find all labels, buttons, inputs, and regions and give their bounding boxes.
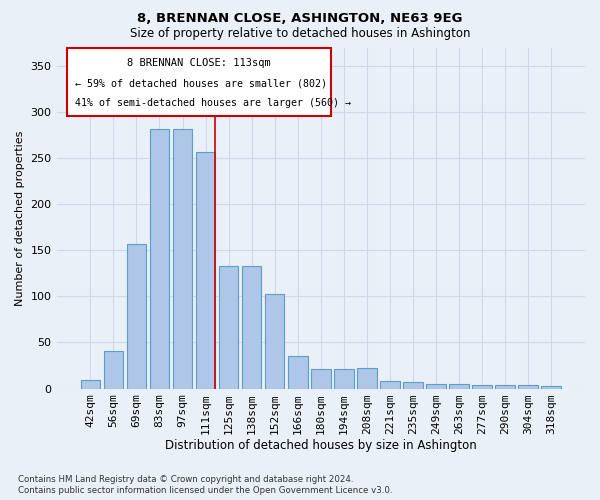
Bar <box>149 128 169 388</box>
Bar <box>426 384 446 388</box>
Bar <box>449 384 469 388</box>
Bar <box>196 152 215 388</box>
Bar <box>288 356 308 388</box>
Text: 41% of semi-detached houses are larger (560) →: 41% of semi-detached houses are larger (… <box>75 98 351 108</box>
Text: Contains public sector information licensed under the Open Government Licence v3: Contains public sector information licen… <box>18 486 392 495</box>
Bar <box>403 382 423 388</box>
X-axis label: Distribution of detached houses by size in Ashington: Distribution of detached houses by size … <box>165 440 476 452</box>
Text: 8, BRENNAN CLOSE, ASHINGTON, NE63 9EG: 8, BRENNAN CLOSE, ASHINGTON, NE63 9EG <box>137 12 463 26</box>
Bar <box>173 128 193 388</box>
Bar <box>104 351 123 389</box>
Bar <box>334 369 353 388</box>
Y-axis label: Number of detached properties: Number of detached properties <box>15 130 25 306</box>
Bar <box>380 381 400 388</box>
Bar <box>311 369 331 388</box>
Bar <box>80 380 100 388</box>
Bar <box>219 266 238 388</box>
FancyBboxPatch shape <box>67 48 331 116</box>
Bar <box>265 294 284 388</box>
Bar <box>518 385 538 388</box>
Text: Contains HM Land Registry data © Crown copyright and database right 2024.: Contains HM Land Registry data © Crown c… <box>18 475 353 484</box>
Bar <box>472 385 492 388</box>
Bar <box>127 244 146 388</box>
Text: Size of property relative to detached houses in Ashington: Size of property relative to detached ho… <box>130 28 470 40</box>
Bar <box>357 368 377 388</box>
Text: 8 BRENNAN CLOSE: 113sqm: 8 BRENNAN CLOSE: 113sqm <box>127 58 271 68</box>
Bar <box>242 266 262 388</box>
Bar <box>541 386 561 388</box>
Bar <box>496 385 515 388</box>
Text: ← 59% of detached houses are smaller (802): ← 59% of detached houses are smaller (80… <box>75 78 327 88</box>
